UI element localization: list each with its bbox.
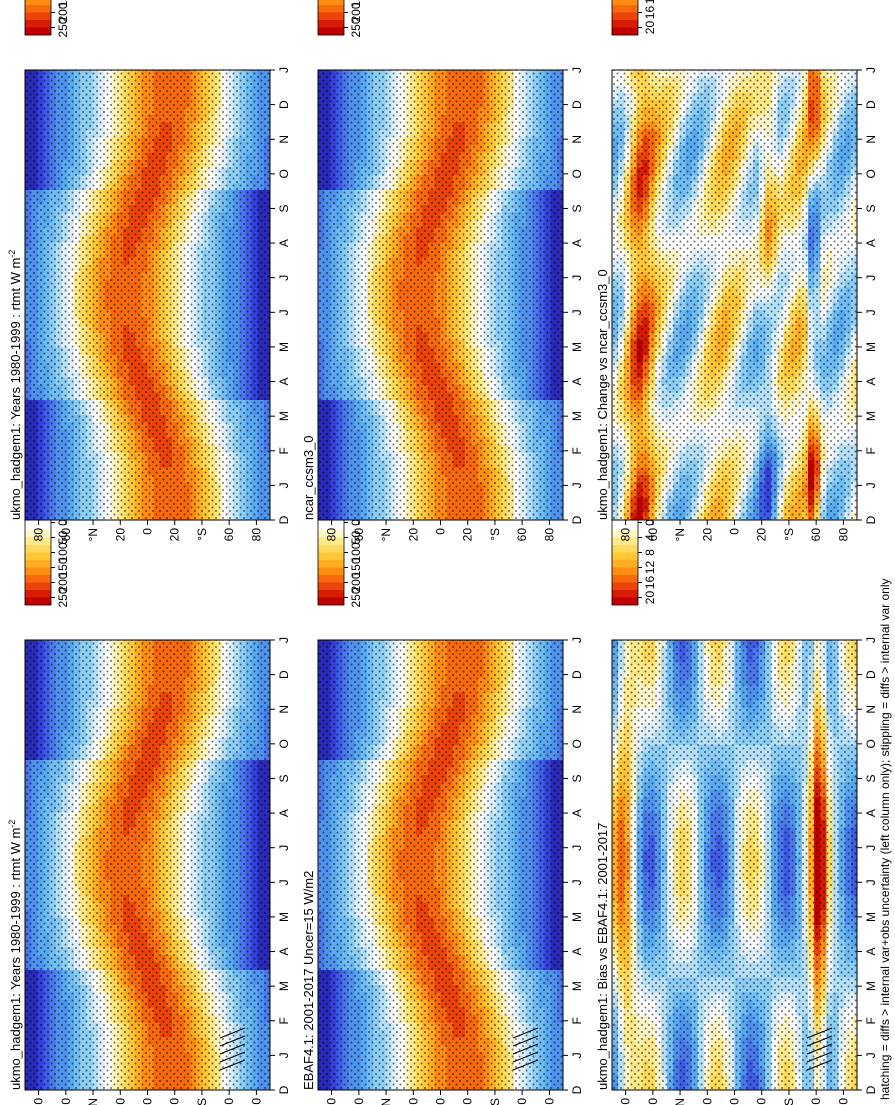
panel-ukmo-1980-1999-right: D J F M A M J J A S O N D J 80 60 °N 20 0 20 °S 60 80 ukmo_hadg…	[7, 0, 291, 541]
y-tick-label: °S	[195, 1098, 209, 1105]
x-tick-label: M	[277, 981, 291, 991]
x-tick-label: A	[277, 948, 291, 956]
x-tick-label: F	[277, 1017, 291, 1024]
colorbar-swatch	[25, 582, 51, 590]
x-tick-label: N	[277, 135, 291, 144]
y-axis-lat: 80 60 °N 20 0 20 °S 60 80	[32, 1090, 263, 1105]
y-tick-label: 60	[59, 1098, 73, 1105]
title-superscript: -2	[7, 250, 17, 258]
x-tick-label: S	[277, 774, 291, 782]
x-tick-label: N	[277, 705, 291, 714]
y-tick-label: 20	[168, 528, 182, 542]
x-axis-months: D J F M A M J J A S O N D J	[270, 637, 291, 1094]
panel-title: ukmo_hadgem1: Years 1980-1999 : rtmt W m…	[7, 250, 23, 520]
y-tick-label: °N	[86, 1098, 100, 1105]
colorbar-swatch	[25, 552, 51, 560]
x-tick-label: O	[277, 739, 291, 748]
stipple-overlay	[25, 640, 270, 1090]
colorbar-swatch	[25, 567, 51, 575]
x-tick-label: D	[277, 1085, 291, 1094]
x-tick-label: D	[277, 100, 291, 109]
y-tick-label: 20	[113, 1098, 127, 1105]
x-tick-label: A	[277, 809, 291, 817]
colorbar-swatch	[25, 574, 51, 583]
x-tick-label: J	[277, 275, 291, 281]
x-tick-label: O	[277, 169, 291, 178]
x-tick-label: J	[277, 845, 291, 851]
x-tick-label: A	[277, 239, 291, 247]
colorbar-swatch	[25, 27, 51, 35]
x-tick-label: M	[277, 342, 291, 352]
y-tick-label: 20	[113, 528, 127, 542]
y-tick-label: 80	[32, 528, 46, 542]
x-axis-months: D J F M A M J J A S O N D J	[270, 67, 291, 524]
colorbar-swatch	[25, 544, 51, 553]
colorbar-swatch	[25, 589, 51, 598]
y-tick-label: 80	[249, 528, 263, 542]
y-tick-label: °N	[86, 528, 100, 541]
x-tick-label: A	[277, 378, 291, 386]
x-tick-label: S	[277, 204, 291, 212]
x-tick-label: J	[277, 1052, 291, 1058]
x-tick-label: J	[277, 879, 291, 885]
x-tick-label: J	[277, 637, 291, 643]
colorbar-swatch	[25, 0, 51, 5]
x-tick-label: J	[277, 309, 291, 315]
panel-ukmo-1980-1999-left: D J F M A M J J A S O N D J 80 60 °N 20 0 20 °S 60 80 ukmo_hadg…	[7, 435, 291, 1105]
title-superscript: -2	[7, 820, 17, 828]
y-tick-label: 60	[59, 528, 73, 542]
x-tick-label: D	[277, 515, 291, 524]
colorbar-swatch	[25, 597, 51, 605]
stipple-overlay	[25, 70, 270, 520]
panel-title: ukmo_hadgem1: Years 1980-1999 : rtmt W m…	[7, 820, 23, 1090]
y-tick-label: 80	[32, 1098, 46, 1105]
x-tick-label: F	[277, 447, 291, 454]
y-tick-label: 20	[168, 1098, 182, 1105]
x-tick-label: J	[277, 67, 291, 73]
y-tick-label: 60	[222, 1098, 236, 1105]
colorbar-swatch	[25, 4, 51, 13]
y-tick-label: 0	[141, 528, 155, 535]
y-tick-label: 0	[141, 1098, 155, 1105]
colorbar-swatch	[25, 19, 51, 28]
y-tick-label: °S	[195, 528, 209, 541]
colorbar-swatch	[25, 12, 51, 20]
y-tick-label: 60	[222, 528, 236, 542]
x-tick-label: M	[277, 411, 291, 421]
x-tick-label: M	[277, 912, 291, 922]
y-tick-label: 80	[249, 1098, 263, 1105]
x-tick-label: D	[277, 670, 291, 679]
x-tick-label: J	[277, 482, 291, 488]
colorbar-label: 100	[56, 542, 70, 562]
colorbar-label: 150	[56, 0, 70, 8]
colorbar-swatch	[25, 559, 51, 568]
